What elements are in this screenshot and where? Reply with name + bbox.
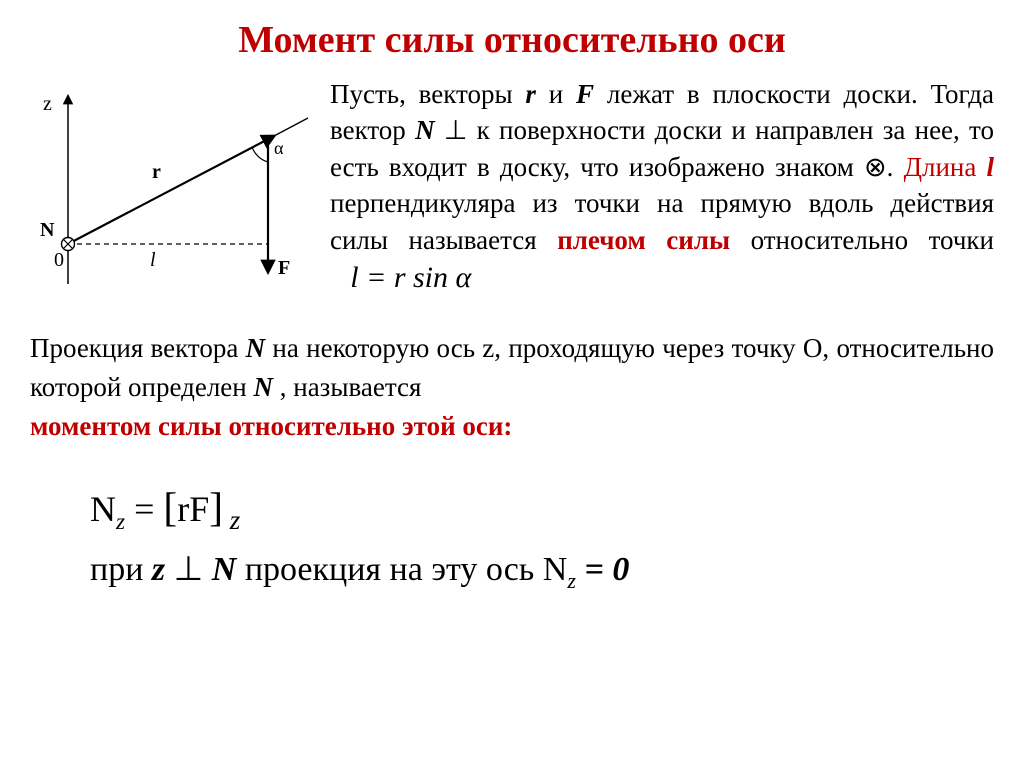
p1-N: N	[415, 115, 435, 145]
equation-perp: при z ⊥ N проекция на эту ось Nz = 0	[90, 543, 994, 598]
p2-term: моментом силы относительно этой оси:	[30, 411, 512, 441]
page-title: Момент силы относительно оси	[30, 18, 994, 62]
eq1-lb: [	[163, 484, 177, 530]
eq2-mid: проекция на эту ось N	[236, 551, 567, 588]
vector-diagram: z N 0 l F r α	[30, 76, 310, 311]
p1-t1: Пусть, векторы	[330, 79, 525, 109]
eq2-perp: ⊥	[165, 551, 212, 588]
eq2-pre: при	[90, 551, 152, 588]
label-F: F	[278, 257, 290, 279]
eq1-N: N	[90, 489, 116, 529]
eq1-rF: rF	[177, 489, 209, 529]
p1-arm: плечом силы	[557, 225, 730, 255]
p1-t2: и	[536, 79, 576, 109]
eq1-sub-z2: z	[223, 506, 240, 536]
p2-t1: Проекция вектора	[30, 333, 246, 363]
label-l: l	[150, 249, 156, 271]
eq1-eq: =	[125, 489, 163, 529]
p1-len-label: Длина	[904, 152, 987, 182]
eq1-sub-z: z	[116, 510, 125, 536]
eq1-rb: ]	[209, 484, 223, 530]
formula-l-rsina: l = r sin α	[350, 261, 471, 294]
label-z: z	[43, 93, 52, 115]
eq2-N: N	[212, 551, 237, 588]
p1-l: l	[987, 152, 995, 182]
eq2-sub-z: z	[567, 568, 576, 593]
equation-Nz: Nz = [rF] z	[90, 474, 994, 542]
p1-r: r	[525, 79, 536, 109]
label-alpha: α	[274, 138, 284, 158]
label-r: r	[152, 161, 161, 183]
label-zero: 0	[54, 249, 64, 271]
p1-F: F	[576, 79, 594, 109]
paragraph-1: Пусть, векторы r и F лежат в плоскости д…	[330, 76, 994, 299]
eq2-z: z	[152, 551, 165, 588]
eq2-eq0: = 0	[576, 551, 629, 588]
p1-t6: относительно точки	[730, 225, 994, 255]
p2-t3: , называется	[273, 372, 421, 402]
equation-block: Nz = [rF] z при z ⊥ N проекция на эту ос…	[90, 474, 994, 598]
label-N: N	[40, 219, 55, 241]
p2-N: N	[246, 333, 266, 363]
p2-N2: N	[254, 372, 274, 402]
paragraph-2: Проекция вектора N на некоторую ось z, п…	[30, 329, 994, 446]
